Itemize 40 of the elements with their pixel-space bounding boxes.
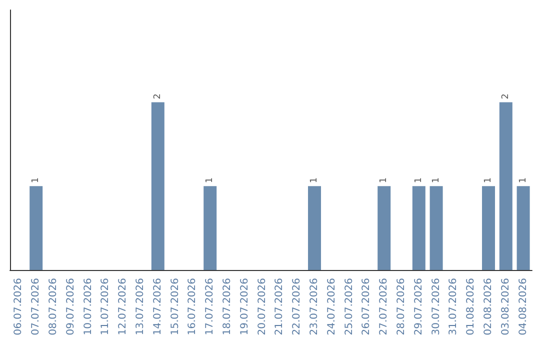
x-tick-label: 20.07.2026 <box>256 278 268 336</box>
x-tick-label: 11.07.2026 <box>100 278 112 336</box>
x-tick-label: 30.07.2026 <box>430 278 442 336</box>
x-tick-label: 17.07.2026 <box>204 278 216 336</box>
data-label: 1 <box>379 177 390 184</box>
x-tick-label: 04.08.2026 <box>518 278 529 336</box>
x-tick-label: 16.07.2026 <box>187 278 198 336</box>
data-label: 2 <box>500 94 511 100</box>
x-tick-label: 24.07.2026 <box>326 278 338 336</box>
x-tick-label: 15.07.2026 <box>170 278 181 336</box>
data-label: 1 <box>414 177 424 184</box>
x-tick-label: 25.07.2026 <box>344 278 355 336</box>
x-tick-label: 14.07.2026 <box>152 278 164 336</box>
x-tick-label: 19.07.2026 <box>239 278 250 336</box>
x-tick-label: 02.08.2026 <box>483 278 494 336</box>
x-tick-label: 27.07.2026 <box>378 278 390 336</box>
x-tick-label: 09.07.2026 <box>65 278 76 336</box>
data-label: 1 <box>310 177 320 184</box>
data-label: 1 <box>31 177 42 184</box>
x-tick-label: 22.07.2026 <box>292 278 303 336</box>
x-tick-label: 26.07.2026 <box>361 278 372 336</box>
x-tick-label: 28.07.2026 <box>396 278 407 336</box>
x-tick-label: 31.07.2026 <box>448 278 460 336</box>
x-tick-label: 29.07.2026 <box>413 278 424 336</box>
x-tick-label: 01.08.2026 <box>466 278 477 336</box>
x-tick-label: 18.07.2026 <box>222 278 233 336</box>
data-label: 1 <box>484 177 494 184</box>
x-tick-label: 07.07.2026 <box>30 278 42 336</box>
x-tick-label: 03.08.2026 <box>500 278 512 336</box>
x-tick-label: 12.07.2026 <box>118 278 129 336</box>
x-tick-label: 06.07.2026 <box>13 278 24 336</box>
x-tick-label: 21.07.2026 <box>274 278 286 336</box>
data-label: 1 <box>518 177 528 184</box>
x-tick-label: 10.07.2026 <box>82 278 94 336</box>
x-tick-label: 23.07.2026 <box>309 278 320 336</box>
x-tick-label: 08.07.2026 <box>48 278 59 336</box>
data-label: 1 <box>431 177 442 184</box>
x-tick-label: 13.07.2026 <box>135 278 146 336</box>
data-label: 1 <box>205 177 216 184</box>
data-label: 2 <box>152 94 163 100</box>
